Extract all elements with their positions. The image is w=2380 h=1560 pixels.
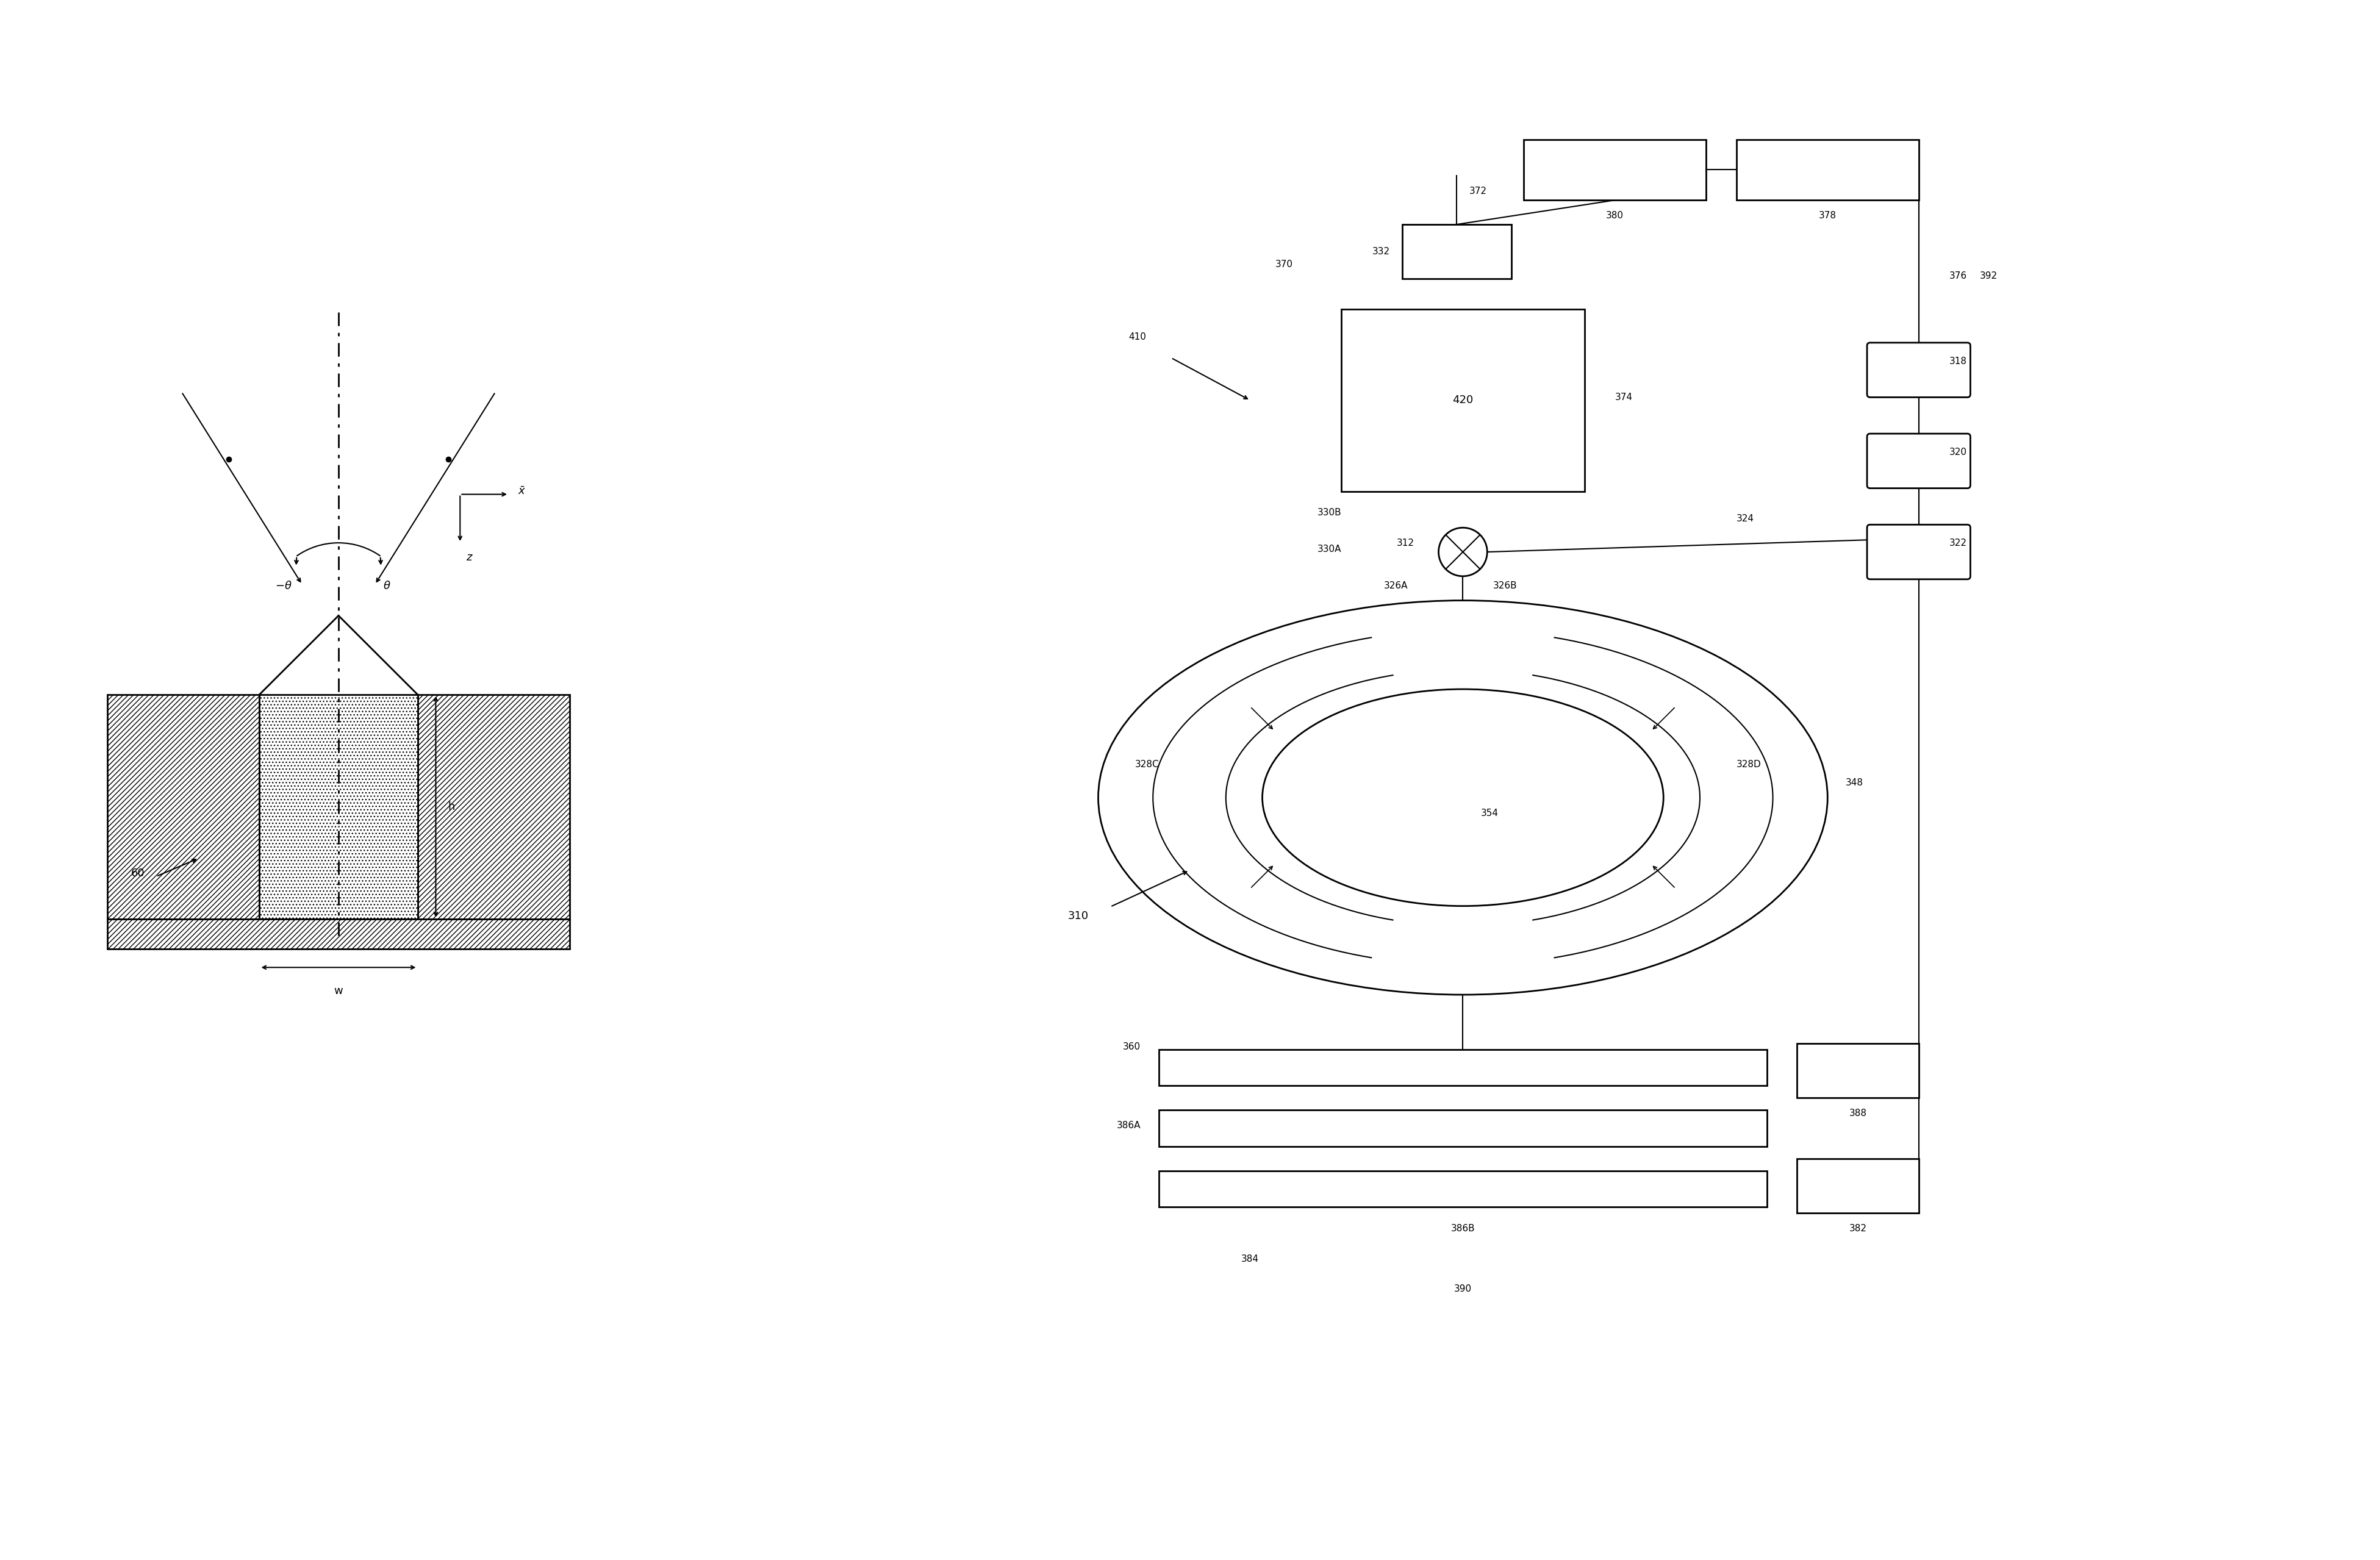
Bar bbox=[1523, 139, 1706, 200]
Text: 390: 390 bbox=[1454, 1284, 1471, 1293]
Text: 328D: 328D bbox=[1737, 760, 1761, 769]
Bar bbox=[1159, 1170, 1766, 1207]
Text: 312: 312 bbox=[1397, 538, 1414, 548]
Text: 380: 380 bbox=[1607, 211, 1623, 220]
FancyBboxPatch shape bbox=[1866, 524, 1971, 579]
Text: 326A: 326A bbox=[1385, 580, 1409, 590]
Bar bbox=[1797, 1159, 1918, 1214]
Bar bbox=[1342, 309, 1585, 491]
Text: 348: 348 bbox=[1847, 778, 1864, 788]
Bar bbox=[1797, 1044, 1918, 1098]
Text: 360: 360 bbox=[1123, 1042, 1140, 1051]
Bar bbox=[416, 694, 569, 919]
Text: $\bar{x}$: $\bar{x}$ bbox=[519, 485, 526, 496]
Text: w: w bbox=[333, 986, 343, 997]
Text: 382: 382 bbox=[1849, 1225, 1866, 1232]
Text: 386B: 386B bbox=[1452, 1225, 1476, 1232]
Text: 384: 384 bbox=[1242, 1254, 1259, 1264]
Bar bbox=[107, 694, 259, 919]
Text: 372: 372 bbox=[1468, 187, 1488, 197]
Text: 332: 332 bbox=[1373, 246, 1390, 256]
Text: $\theta$: $\theta$ bbox=[383, 580, 390, 591]
Text: 318: 318 bbox=[1949, 357, 1966, 365]
Bar bbox=[1737, 139, 1918, 200]
Text: 420: 420 bbox=[1452, 395, 1473, 406]
Circle shape bbox=[1438, 527, 1488, 576]
Text: 376: 376 bbox=[1949, 271, 1966, 281]
Text: 374: 374 bbox=[1616, 393, 1633, 402]
Bar bbox=[416, 694, 569, 919]
Text: 354: 354 bbox=[1480, 808, 1499, 817]
Bar bbox=[1402, 225, 1511, 279]
Text: 324: 324 bbox=[1737, 515, 1754, 524]
Text: 392: 392 bbox=[1980, 271, 1997, 281]
Text: 410: 410 bbox=[1128, 332, 1147, 342]
Text: 310: 310 bbox=[1069, 911, 1088, 922]
Text: 320: 320 bbox=[1949, 448, 1966, 457]
Text: $-\theta$: $-\theta$ bbox=[276, 580, 293, 591]
Ellipse shape bbox=[1261, 690, 1664, 906]
Ellipse shape bbox=[1097, 601, 1828, 995]
Text: 378: 378 bbox=[1818, 211, 1837, 220]
Bar bbox=[107, 694, 259, 919]
Text: 60: 60 bbox=[131, 867, 145, 878]
FancyBboxPatch shape bbox=[1866, 434, 1971, 488]
Bar bbox=[1159, 1050, 1766, 1086]
Bar bbox=[259, 694, 416, 919]
Text: 388: 388 bbox=[1849, 1109, 1866, 1119]
Text: 328C: 328C bbox=[1135, 760, 1159, 769]
Text: 386A: 386A bbox=[1116, 1120, 1140, 1129]
Text: 326B: 326B bbox=[1492, 580, 1518, 590]
Text: 370: 370 bbox=[1276, 259, 1292, 268]
Bar bbox=[259, 694, 416, 919]
Bar bbox=[107, 919, 569, 948]
Text: h: h bbox=[447, 802, 455, 813]
Text: 330B: 330B bbox=[1316, 509, 1342, 518]
Text: 322: 322 bbox=[1949, 538, 1966, 548]
Text: $z$: $z$ bbox=[466, 552, 474, 563]
FancyBboxPatch shape bbox=[1866, 343, 1971, 398]
Text: 330A: 330A bbox=[1316, 544, 1342, 554]
Bar bbox=[1159, 1111, 1766, 1147]
